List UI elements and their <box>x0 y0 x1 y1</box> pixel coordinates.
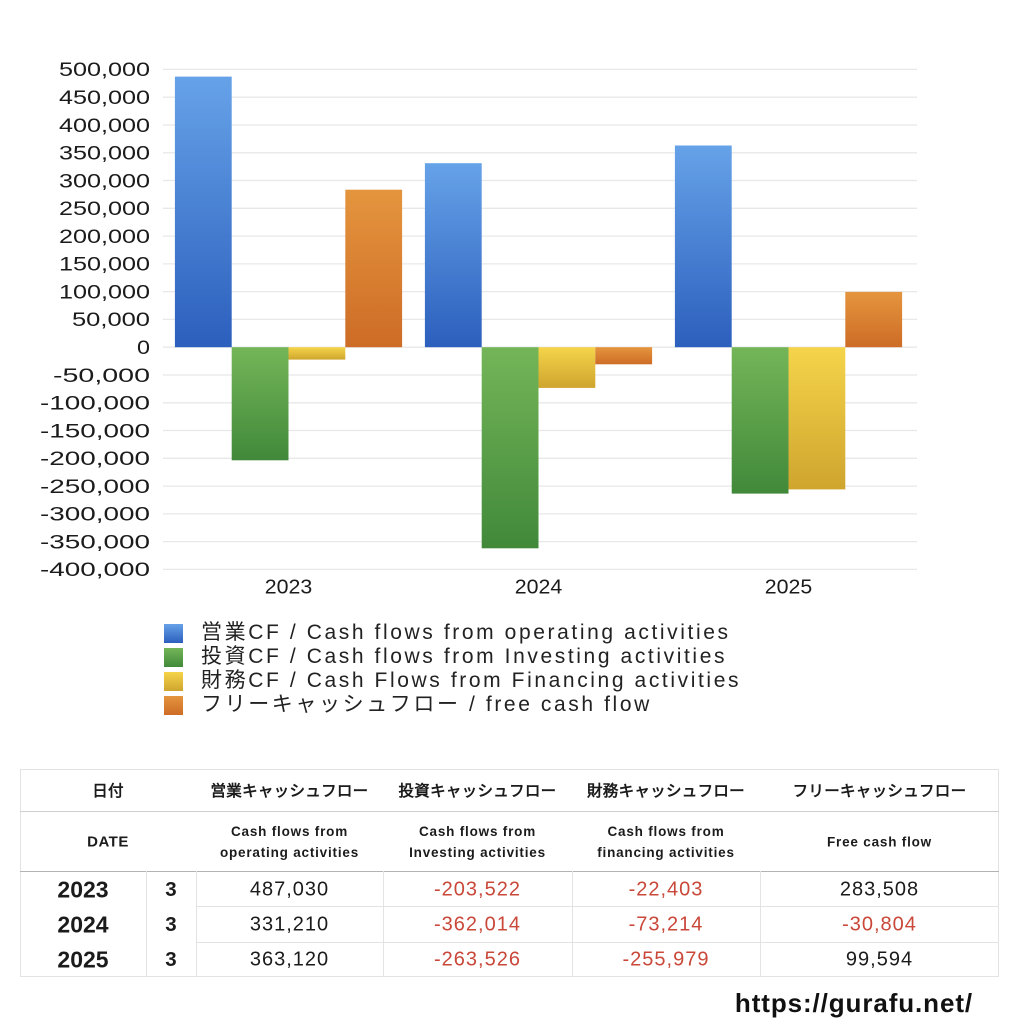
svg-text:350,000: 350,000 <box>59 143 150 165</box>
svg-text:450,000: 450,000 <box>59 87 150 109</box>
svg-text:0: 0 <box>137 337 150 359</box>
svg-text:-400,000: -400,000 <box>40 559 150 581</box>
svg-text:500,000: 500,000 <box>59 59 150 81</box>
svg-text:150,000: 150,000 <box>59 254 150 276</box>
svg-text:100,000: 100,000 <box>59 281 150 303</box>
svg-text:-250,000: -250,000 <box>40 476 150 498</box>
svg-text:-50,000: -50,000 <box>53 365 150 387</box>
svg-text:2024: 2024 <box>515 577 563 599</box>
svg-text:300,000: 300,000 <box>59 170 150 192</box>
svg-text:400,000: 400,000 <box>59 115 150 137</box>
svg-text:-200,000: -200,000 <box>40 448 150 470</box>
svg-text:-100,000: -100,000 <box>40 393 150 415</box>
svg-text:-300,000: -300,000 <box>40 504 150 526</box>
svg-text:2023: 2023 <box>265 577 313 599</box>
svg-text:50,000: 50,000 <box>72 309 150 331</box>
svg-text:250,000: 250,000 <box>59 198 150 220</box>
svg-text:-150,000: -150,000 <box>40 420 150 442</box>
svg-text:200,000: 200,000 <box>59 226 150 248</box>
svg-text:-350,000: -350,000 <box>40 531 150 553</box>
svg-text:2025: 2025 <box>765 577 813 599</box>
